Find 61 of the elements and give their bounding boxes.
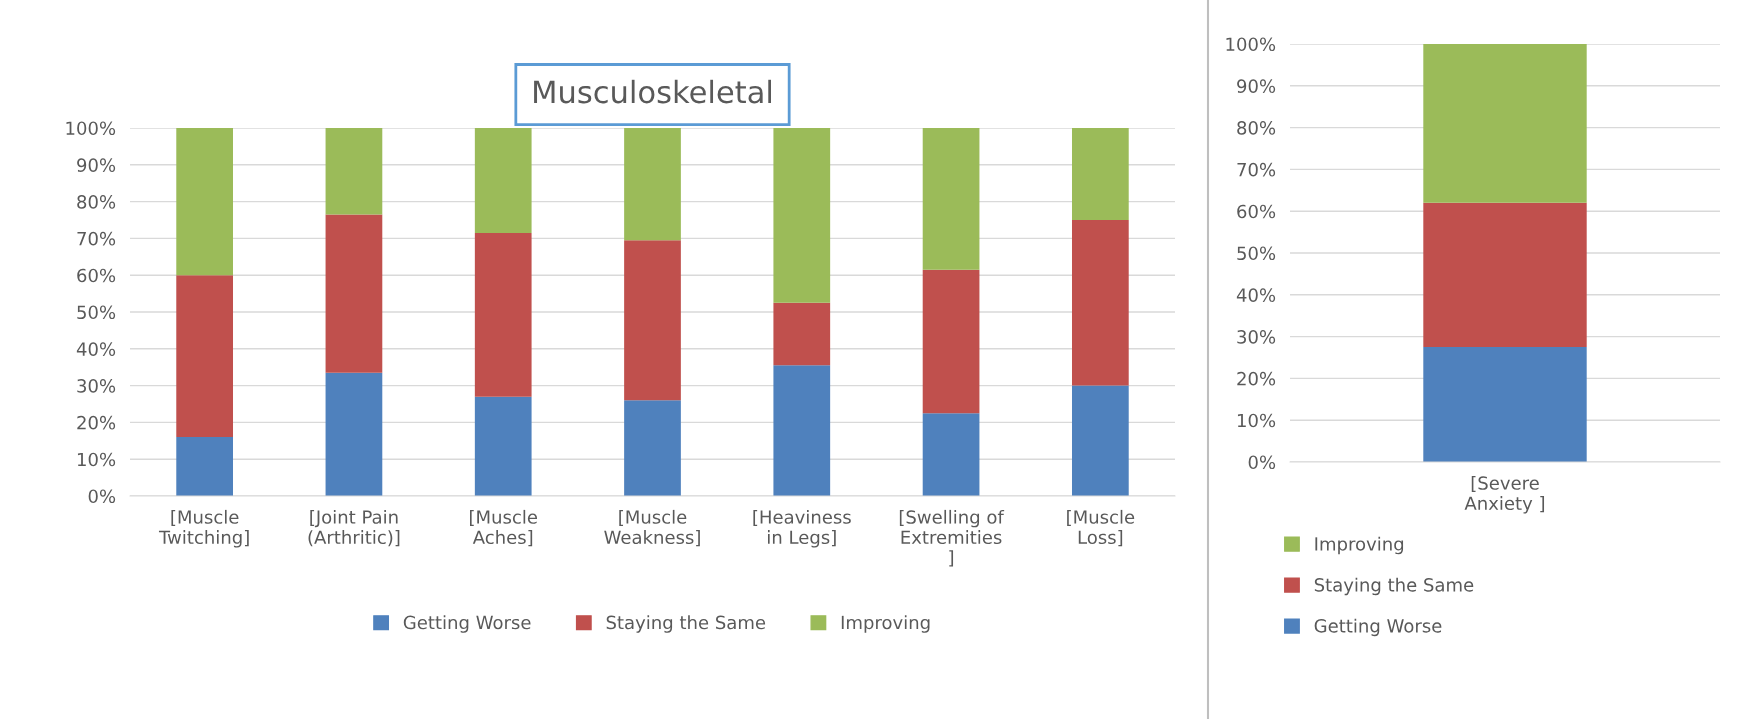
bar (1071, 220, 1129, 386)
bar (624, 400, 681, 496)
bar (474, 396, 532, 496)
bar (773, 128, 831, 303)
x-tick-label: [Muscle Twitching] (158, 509, 249, 548)
y-tick-label: 30% (77, 379, 116, 393)
y-tick-label: 60% (1237, 204, 1276, 219)
bar (773, 302, 831, 366)
y-tick-label: 0% (88, 489, 116, 504)
legend-label: Staying the Same (606, 615, 766, 633)
y-tick-label: 0% (1248, 455, 1276, 470)
chart-title: Musculoskeletal (534, 79, 772, 104)
legend-label: Staying the Same (1314, 577, 1474, 596)
bar (773, 365, 831, 496)
legend-label: Getting Worse (1314, 618, 1442, 637)
y-tick-label: 50% (77, 305, 116, 320)
y-tick-label: 20% (1237, 371, 1276, 386)
y-tick-label: 100% (66, 121, 116, 136)
y-tick-label: 80% (77, 195, 116, 209)
y-tick-label: 70% (1237, 162, 1276, 177)
bar (922, 128, 980, 270)
y-tick-label: 20% (77, 415, 116, 430)
y-tick-label: 90% (1237, 79, 1276, 93)
x-tick-label: [Joint Pain (Arthritic)] (308, 509, 400, 547)
y-tick-label: 10% (77, 452, 116, 467)
x-tick-label: [Muscle Loss] (1067, 509, 1135, 547)
y-tick-label: 40% (1236, 288, 1276, 302)
bar (325, 128, 383, 215)
bar (1423, 44, 1587, 203)
bar (474, 128, 532, 233)
bar (176, 437, 234, 496)
bar (176, 275, 234, 438)
y-tick-label: 70% (77, 231, 116, 246)
x-tick-label: [Severe Anxiety ] (1464, 475, 1545, 514)
bar (474, 232, 532, 397)
x-tick-label: [Swelling of Extremities ] (899, 509, 1005, 567)
bar (325, 372, 383, 496)
bar (624, 240, 681, 401)
bar (624, 128, 681, 241)
legend-label: Getting Worse (403, 615, 531, 633)
y-tick-label: 90% (77, 158, 116, 172)
legend-label: Improving (841, 615, 930, 633)
legend-label: Improving (1315, 536, 1404, 555)
bar (1071, 385, 1129, 496)
y-tick-label: 100% (1226, 37, 1276, 52)
bar (1423, 202, 1587, 348)
bar (922, 413, 980, 496)
bar (325, 214, 383, 373)
bar (1423, 347, 1587, 462)
y-tick-label: 50% (1237, 246, 1276, 261)
y-tick-label: 60% (77, 268, 116, 283)
bar (922, 269, 980, 414)
y-tick-label: 40% (76, 342, 116, 356)
bar (1071, 128, 1129, 220)
y-tick-label: 30% (1237, 330, 1276, 344)
bar (176, 128, 234, 276)
x-tick-label: [Muscle Aches] (470, 509, 538, 547)
x-tick-label: [Muscle Weakness] (604, 509, 700, 547)
y-tick-label: 80% (1237, 121, 1276, 135)
x-tick-label: [Heaviness in Legs] (753, 509, 851, 548)
y-tick-label: 10% (1237, 413, 1276, 428)
